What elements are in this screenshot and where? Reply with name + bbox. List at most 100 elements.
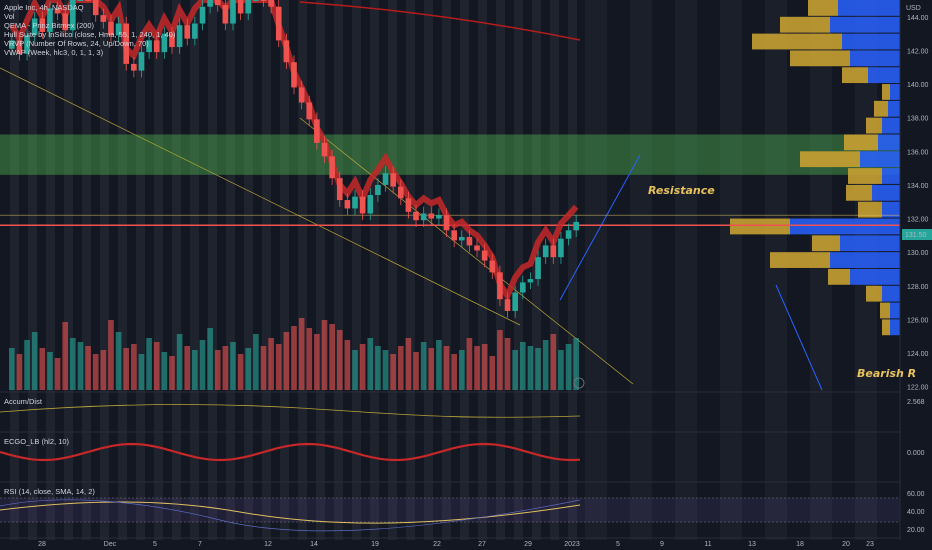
candle-body	[245, 0, 252, 14]
profile-up-bar	[840, 235, 900, 252]
volume-bar	[375, 346, 381, 390]
candle-body	[314, 119, 320, 143]
x-tick-label: 18	[796, 541, 804, 548]
profile-up-bar	[830, 252, 900, 268]
profile-down-bar	[874, 100, 888, 117]
volume-bar	[314, 334, 320, 390]
profile-down-bar	[790, 50, 850, 67]
chart-legend: Apple Inc, 4h, NASDAQ Vol QEMA - Prinz B…	[4, 3, 175, 57]
profile-up-bar	[882, 285, 900, 302]
profile-down-bar	[730, 218, 790, 235]
volume-bar	[359, 344, 366, 390]
candle-body	[39, 18, 46, 32]
volume-bar	[542, 340, 549, 390]
volume-bar	[146, 338, 152, 390]
volume-bar	[169, 356, 175, 390]
candle-body	[237, 0, 244, 14]
profile-down-bar	[846, 184, 872, 201]
legend-vwap[interactable]: VWAP (Week, hlc3, 0, 1, 1, 3)	[4, 48, 104, 57]
ecgo-pane-title[interactable]: ECGO_LB (hl2, 10)	[4, 437, 70, 446]
volume-bar	[184, 346, 191, 390]
candle-body	[47, 8, 53, 32]
volume-bar	[253, 334, 259, 390]
y-tick-label: 136.00	[907, 149, 929, 156]
volume-bar	[123, 348, 130, 390]
time-axis[interactable]: 28 Dec 5 7 12 14 19 22 27 29 2023 5 9 11 13 18 20 23	[0, 537, 900, 548]
candle-body	[329, 156, 335, 179]
legend-vrvp[interactable]: VRVP (Number Of Rows, 24, Up/Down, 70)	[4, 39, 149, 48]
volume-bar	[397, 346, 404, 390]
candle-body	[16, 40, 23, 54]
session-stripe	[154, 0, 163, 540]
x-tick-label: 2023	[564, 541, 580, 548]
candle-body	[62, 13, 69, 31]
profile-up-bar	[838, 0, 900, 16]
volume-bar	[268, 338, 274, 390]
event-icon[interactable]	[573, 377, 585, 389]
resistance-annotation: Resistance	[648, 184, 715, 197]
profile-down-bar	[882, 84, 890, 100]
candle-body	[123, 23, 130, 64]
candle-body	[420, 213, 427, 221]
candle-body	[367, 195, 374, 214]
volume-bar	[367, 338, 374, 390]
volume-bar	[382, 350, 389, 390]
volume-bar	[245, 348, 252, 390]
candle-body	[291, 62, 297, 88]
legend-vol[interactable]: Vol	[4, 12, 15, 21]
price-axis[interactable]: 144.00 142.00 140.00 138.00 136.00 134.00 132.…	[899, 0, 929, 540]
profile-up-bar	[888, 100, 900, 117]
session-stripe	[630, 0, 652, 540]
volume-bar	[428, 348, 435, 390]
volume-bar	[512, 350, 518, 390]
profile-down-bar	[866, 117, 882, 134]
session-stripe	[280, 0, 289, 540]
volume-bar	[176, 334, 183, 390]
candle-body	[336, 178, 343, 201]
volume-bar	[550, 334, 557, 390]
last-price-label: 131.50	[905, 232, 927, 239]
candle-body	[306, 102, 313, 120]
candle-body	[375, 184, 381, 195]
x-tick-label: 11	[704, 541, 711, 548]
y-tick-label: 130.00	[907, 250, 929, 257]
rsi-sma-line	[0, 501, 581, 524]
profile-up-bar	[850, 50, 900, 67]
candle-body	[504, 299, 511, 311]
candle-body	[146, 40, 152, 53]
profile-up-bar	[790, 218, 900, 235]
bearish-line	[775, 284, 823, 391]
rsi-pane-title[interactable]: RSI (14, close, SMA, 14, 2)	[4, 487, 95, 496]
volume-bar	[497, 330, 503, 390]
session-stripe	[262, 0, 271, 540]
candle-body	[161, 33, 168, 53]
rsi-band	[0, 498, 900, 522]
y-tick-label: 142.00	[907, 48, 929, 55]
legend-qema[interactable]: QEMA - Prinz Bitmex (200)	[4, 21, 95, 30]
session-stripe	[118, 0, 127, 540]
x-tick-label: Dec	[104, 541, 117, 548]
session-stripe	[82, 0, 91, 540]
candle-body	[207, 0, 213, 7]
profile-down-bar	[770, 252, 830, 268]
session-stripe	[10, 0, 19, 540]
x-tick-label: 14	[310, 541, 318, 548]
accum-pane-title[interactable]: Accum/Dist	[4, 397, 42, 406]
candle-body	[512, 292, 518, 311]
volume-bar	[481, 344, 488, 390]
volume-bar	[291, 326, 297, 390]
volume-bar	[535, 348, 541, 390]
profile-up-bar	[890, 302, 900, 319]
candle-body	[260, 0, 267, 1]
symbol-title[interactable]: Apple Inc, 4h, NASDAQ	[4, 3, 84, 12]
candle-body	[565, 230, 572, 239]
candle-body	[558, 238, 564, 258]
legend-hull[interactable]: Hull Suite by InSilico (close, Hma, 55, …	[4, 30, 176, 39]
volume-bar	[192, 350, 198, 390]
session-stripe	[478, 0, 487, 540]
volume-bar	[31, 332, 38, 390]
session-stripe	[568, 0, 577, 540]
candle-body	[497, 272, 503, 300]
volume-bar	[214, 350, 221, 390]
